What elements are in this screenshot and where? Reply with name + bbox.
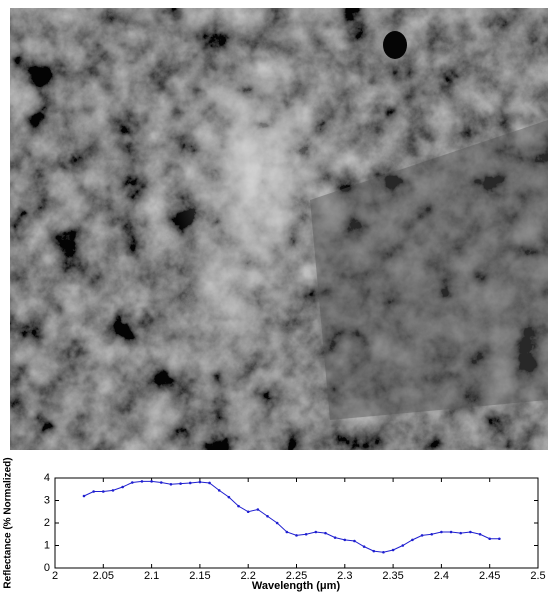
data-point [131,481,134,484]
data-point [92,490,95,493]
data-point [218,489,221,492]
y-tick-label: 4 [44,472,50,484]
data-point [189,482,192,485]
data-point [334,536,337,539]
data-point [344,539,347,542]
data-point [450,531,453,534]
y-tick-label: 1 [44,539,50,551]
data-point [305,533,308,536]
y-tick-label: 2 [44,517,50,529]
data-point [170,483,173,486]
data-point [237,505,240,508]
data-point [430,533,433,536]
y-axis-label: Reflectance (% Normalized) [3,457,14,588]
x-tick-label: 2.15 [189,570,210,582]
data-point [421,534,424,537]
x-tick-label: 2.4 [434,570,449,582]
data-point [488,537,491,540]
x-tick-label: 2.45 [479,570,500,582]
data-point [199,481,202,484]
x-tick-label: 2.2 [241,570,256,582]
data-point [498,537,501,540]
data-point [276,522,279,525]
y-tick-label: 3 [44,494,50,506]
data-point [469,531,472,534]
data-point [83,495,86,498]
data-point [372,550,375,553]
x-tick-label: 2.05 [93,570,114,582]
data-point [479,533,482,536]
data-point [228,496,231,499]
data-point [257,508,260,511]
x-tick-label: 2.3 [337,570,352,582]
data-point [411,539,414,542]
data-point [353,540,356,543]
x-tick-label: 2.25 [286,570,307,582]
data-point [440,531,443,534]
data-point [392,549,395,552]
data-point [401,544,404,547]
x-tick-label: 2.1 [144,570,159,582]
data-point [179,482,182,485]
x-tick-label: 2 [52,570,58,582]
plot [55,478,538,568]
data-point [286,531,289,534]
data-point [247,510,250,513]
data-point [141,480,144,483]
plot-frame [55,478,538,568]
data-point [459,532,462,535]
figure: Wavelength (μm) Reflectance (% Normalize… [0,0,548,593]
data-point [208,482,211,485]
data-point [266,515,269,518]
data-point [121,486,124,489]
data-point [102,490,105,493]
data-point [160,481,163,484]
data-point [324,532,327,535]
data-point [112,489,115,492]
x-tick-label: 2.35 [382,570,403,582]
x-tick-label: 2.5 [530,570,545,582]
data-point [315,531,318,534]
data-point [150,480,153,483]
satellite-image [10,8,548,450]
data-point [382,551,385,554]
y-tick-label: 0 [44,562,50,574]
data-point [295,534,298,537]
data-point [363,545,366,548]
